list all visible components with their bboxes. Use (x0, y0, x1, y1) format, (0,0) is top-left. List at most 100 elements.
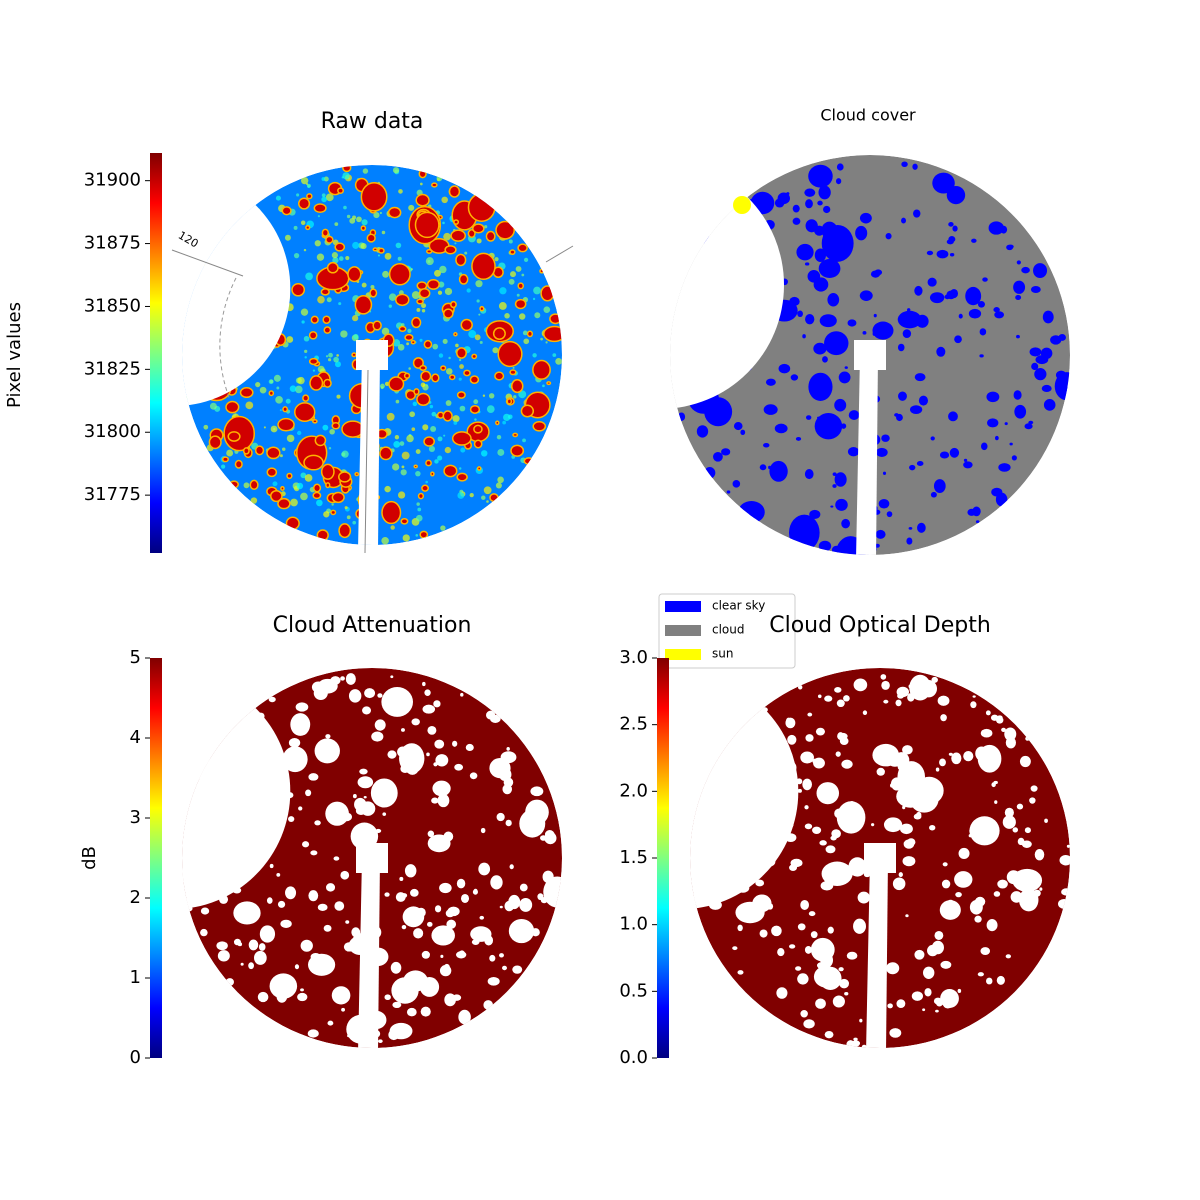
cloud-gap (931, 940, 944, 955)
speckle (381, 327, 390, 336)
cloud-gap (450, 229, 466, 242)
cloud-gap (476, 466, 482, 471)
speckle (382, 270, 390, 278)
cloud-gap (342, 165, 352, 173)
cloud-gap (460, 893, 470, 903)
speckle (317, 295, 325, 304)
speckle (499, 287, 507, 295)
cloud-gap (1033, 889, 1041, 897)
cloud-gap (872, 321, 894, 340)
speckle (203, 424, 209, 430)
cloud-gap (949, 447, 960, 458)
cloud-gap (911, 991, 923, 1001)
cloud-gap (312, 483, 322, 493)
speckle (250, 497, 258, 504)
cloud-gap (341, 1007, 346, 1012)
cloud-gap (940, 960, 952, 969)
speckle (488, 393, 495, 399)
cloud-gap (375, 828, 382, 834)
cloud-gap (853, 918, 866, 934)
cloud-gap (912, 163, 918, 170)
speckle (400, 469, 407, 476)
cloud-gap (225, 400, 240, 414)
cloud-gap (456, 391, 466, 399)
cloud-gap (881, 680, 890, 690)
cloud-gap (473, 439, 483, 449)
cloud-gap (330, 676, 341, 685)
cloud-gap (495, 420, 500, 426)
cloud-gap (702, 401, 707, 405)
cloud-gap (848, 410, 860, 420)
cloud-gap (400, 893, 408, 898)
cloud-gap (834, 472, 847, 487)
cloud-gap (480, 827, 486, 834)
cloud-gap (969, 899, 983, 915)
cloud-gap (922, 1008, 926, 1012)
cloud-gap (433, 700, 441, 708)
cloud-gap (509, 369, 517, 376)
cloud-gap (492, 327, 506, 341)
cloud-gap (306, 193, 313, 200)
speckle (293, 252, 300, 259)
speckle (533, 286, 541, 295)
speckle (486, 500, 489, 503)
cloud-gap (713, 451, 723, 462)
cloud-gap (326, 261, 339, 274)
cloud-gap (248, 962, 254, 970)
cloud-gap (447, 906, 460, 917)
cloud-gap (1012, 827, 1019, 833)
cloud-gap (288, 737, 301, 748)
cloud-gap (998, 463, 1011, 472)
cloud-gap (393, 696, 401, 705)
cloud-gap (819, 966, 842, 991)
speckle (484, 225, 488, 229)
speckle (344, 506, 348, 510)
cloud-gap (433, 762, 438, 767)
cloud-gap (1005, 954, 1012, 959)
speckle (455, 343, 459, 348)
speckle (345, 255, 350, 261)
cloud-gap (889, 1028, 902, 1038)
cloud-gap (954, 871, 973, 888)
cloud-gap (526, 330, 534, 338)
cloud-gap (835, 498, 848, 511)
cloud-gap (857, 891, 871, 904)
cloud-gap (901, 161, 908, 168)
speckle (408, 204, 415, 211)
cloud-gap (374, 719, 386, 731)
cloud-gap (298, 806, 303, 811)
cloud-gap (437, 793, 450, 808)
speckle (518, 390, 527, 399)
cloud-gap (902, 745, 913, 755)
cloud-gap (930, 491, 937, 498)
cloud-gap (848, 857, 867, 877)
colorbar-tick-label: 0.5 (619, 980, 648, 1001)
cloud-gap (300, 988, 304, 992)
cloud-gap (446, 919, 457, 929)
cloud-gap (988, 221, 1004, 235)
cloud-gap (804, 262, 810, 266)
cloud-gap (288, 816, 295, 822)
cloud-gap (280, 919, 292, 929)
cloud-gap (872, 331, 877, 336)
cloud-gap (401, 728, 405, 732)
cloud-gap (846, 951, 858, 960)
cloud-gap (797, 310, 803, 318)
speckle (353, 333, 359, 340)
cloud-gap (834, 808, 845, 819)
cloud-gap (810, 931, 818, 939)
speckle (523, 257, 529, 262)
cloud-gap (291, 282, 306, 297)
speckle (392, 167, 400, 174)
cloud-gap (909, 405, 923, 415)
speckle (492, 347, 499, 354)
speckle (443, 434, 446, 437)
cloud-gap (836, 163, 844, 171)
cloud-gap (426, 752, 430, 757)
cloud-gap (237, 942, 243, 947)
cloud-gap (384, 892, 390, 897)
speckle (304, 349, 308, 353)
speckle (402, 534, 410, 542)
cloud-gap (294, 402, 316, 423)
cloud-gap (392, 1001, 402, 1009)
